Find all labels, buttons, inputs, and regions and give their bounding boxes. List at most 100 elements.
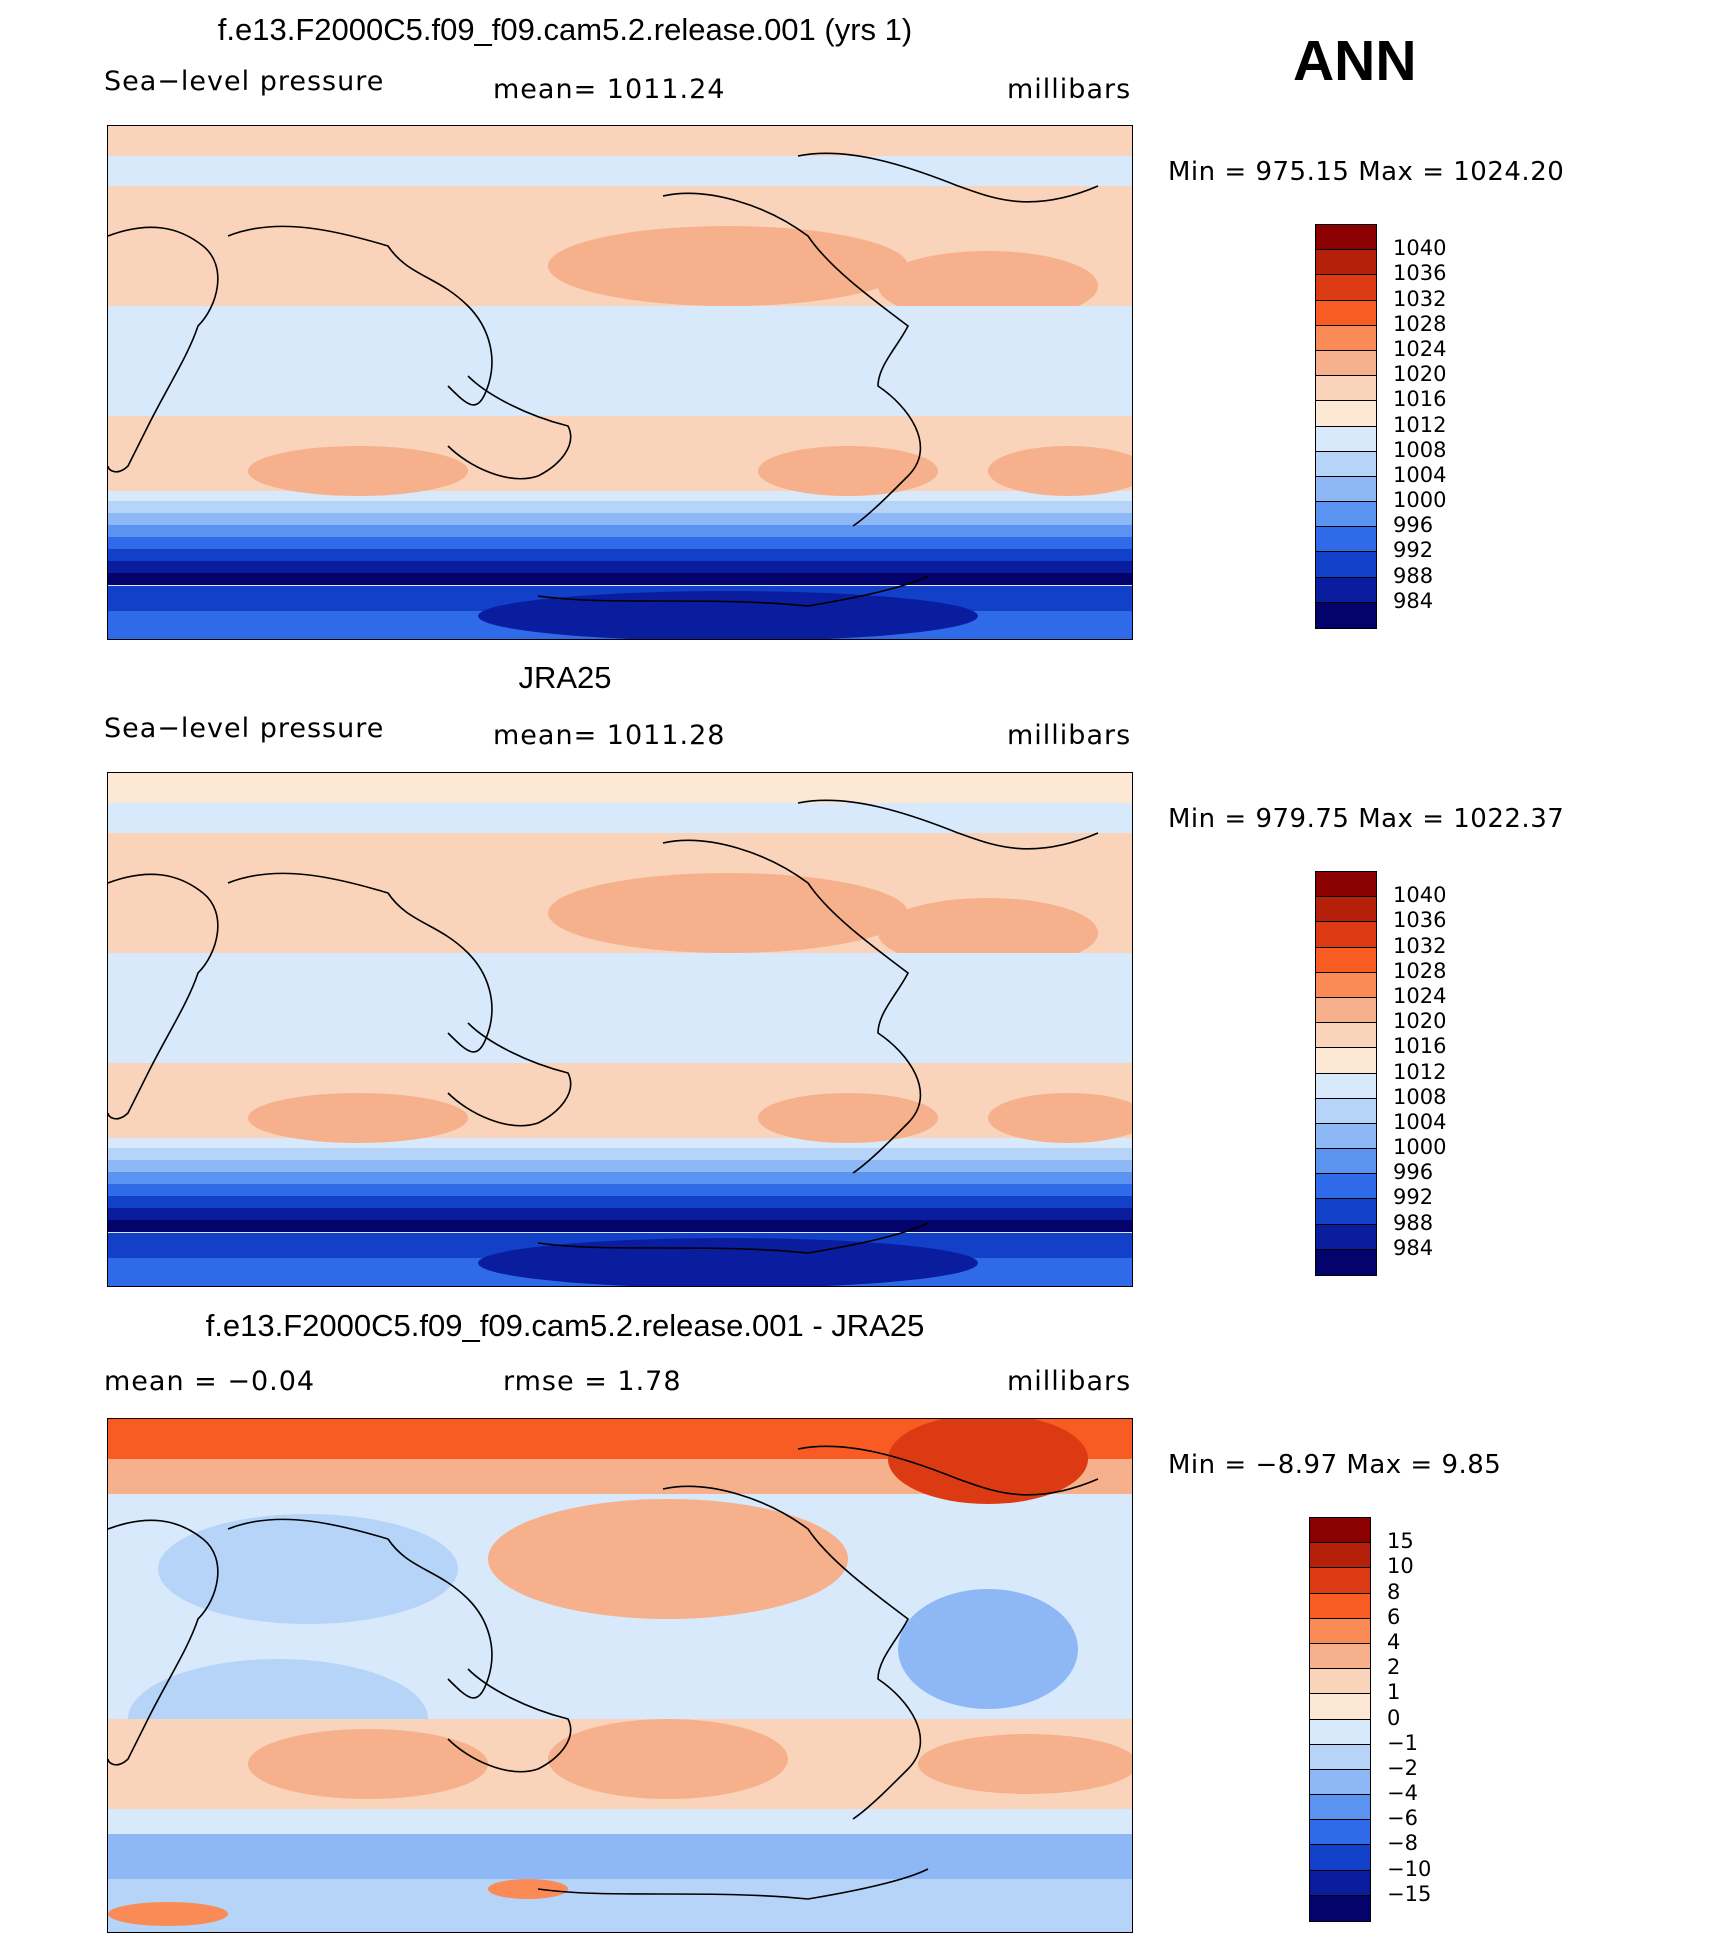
panel-1-contour-field — [108, 126, 1132, 639]
colorbar-swatch — [1310, 1543, 1370, 1569]
colorbar-tick-label: 1036 — [1393, 908, 1447, 933]
colorbar-swatch — [1316, 527, 1376, 553]
colorbar-tick-label: 1004 — [1393, 1109, 1447, 1134]
colorbar-swatch — [1316, 1174, 1376, 1200]
colorbar-swatch — [1310, 1669, 1370, 1695]
colorbar-swatch — [1316, 225, 1376, 251]
colorbar-tick-label: 1008 — [1393, 437, 1447, 462]
colorbar-tick-label: 1028 — [1393, 958, 1447, 983]
colorbar-swatch — [1316, 275, 1376, 301]
colorbar-swatch — [1316, 552, 1376, 578]
colorbar-swatch — [1316, 947, 1376, 973]
colorbar-swatch — [1316, 476, 1376, 503]
colorbar-tick-label: 1000 — [1393, 488, 1447, 513]
colorbar-swatch — [1316, 426, 1376, 452]
colorbar-swatch — [1316, 1073, 1376, 1099]
colorbar-tick-label: 1032 — [1393, 933, 1447, 958]
colorbar-swatch — [1316, 1023, 1376, 1049]
colorbar-swatch — [1310, 1769, 1370, 1796]
panel-1-minmax: Min = 975.15 Max = 1024.20 — [1168, 157, 1565, 187]
colorbar-swatch — [1310, 1694, 1370, 1720]
panel-2-units-label: millibars — [1007, 720, 1132, 751]
colorbar-tick-label: −2 — [1387, 1755, 1418, 1780]
colorbar-swatch — [1316, 1199, 1376, 1225]
panel-3-contour-field — [108, 1419, 1132, 1932]
panel-2-mean-label: mean= 1011.28 — [493, 720, 726, 751]
colorbar-swatch — [1316, 922, 1376, 948]
colorbar-swatch — [1316, 401, 1376, 427]
panel-1-mean-label: mean= 1011.24 — [493, 74, 726, 105]
panel-2-title: JRA25 — [518, 660, 612, 695]
colorbar-tick-label: 1032 — [1393, 286, 1447, 311]
colorbar-tick-label: 1016 — [1393, 387, 1447, 412]
colorbar-tick-label: 1004 — [1393, 462, 1447, 487]
panel-1-title: f.e13.F2000C5.f09_f09.cam5.2.release.001… — [217, 12, 913, 47]
colorbar-tick-label: 1036 — [1393, 261, 1447, 286]
colorbar-swatch — [1316, 1224, 1376, 1250]
colorbar-tick-label: 1020 — [1393, 362, 1447, 387]
panel-2-minmax: Min = 979.75 Max = 1022.37 — [1168, 804, 1565, 834]
panel-3-units-label: millibars — [1007, 1366, 1132, 1397]
colorbar-swatch — [1316, 897, 1376, 923]
colorbar-tick-label: 996 — [1393, 1160, 1434, 1185]
colorbar-tick-label: 1040 — [1393, 883, 1447, 908]
colorbar-swatch — [1310, 1593, 1370, 1619]
colorbar-swatch — [1310, 1643, 1370, 1670]
colorbar-swatch — [1310, 1719, 1370, 1745]
colorbar-tick-label: −8 — [1387, 1831, 1418, 1856]
colorbar-swatch — [1316, 1123, 1376, 1150]
colorbar-tick-label: 6 — [1387, 1604, 1401, 1629]
colorbar-tick-label: 1012 — [1393, 412, 1447, 437]
panel-2-map — [107, 772, 1133, 1287]
colorbar-tick-label: 0 — [1387, 1705, 1401, 1730]
colorbar-tick-label: 992 — [1393, 1185, 1434, 1210]
colorbar-swatch — [1316, 1048, 1376, 1074]
colorbar-tick-label: 988 — [1393, 1210, 1434, 1235]
colorbar-tick-label: 1016 — [1393, 1034, 1447, 1059]
colorbar-tick-label: 1024 — [1393, 336, 1447, 361]
colorbar-swatch — [1316, 577, 1376, 603]
panel-1-variable-label: Sea−level pressure — [104, 66, 385, 97]
colorbar-tick-label: 1000 — [1393, 1135, 1447, 1160]
colorbar-tick-label: 988 — [1393, 563, 1434, 588]
panel-3-colorbar — [1309, 1517, 1371, 1922]
colorbar-swatch — [1310, 1820, 1370, 1846]
panel-1-map — [107, 125, 1133, 640]
colorbar-tick-label: 1020 — [1393, 1009, 1447, 1034]
colorbar-swatch — [1316, 250, 1376, 276]
colorbar-tick-label: 1 — [1387, 1680, 1401, 1705]
colorbar-tick-label: −10 — [1387, 1856, 1432, 1881]
panel-3-map — [107, 1418, 1133, 1933]
panel-2-colorbar — [1315, 871, 1377, 1276]
colorbar-swatch — [1316, 376, 1376, 402]
colorbar-tick-label: 15 — [1387, 1529, 1414, 1554]
colorbar-swatch — [1316, 1098, 1376, 1124]
colorbar-tick-label: −1 — [1387, 1730, 1418, 1755]
panel-3-title: f.e13.F2000C5.f09_f09.cam5.2.release.001… — [205, 1308, 925, 1343]
colorbar-tick-label: 4 — [1387, 1629, 1401, 1654]
panel-3-mean-label: mean = −0.04 — [104, 1366, 316, 1397]
colorbar-swatch — [1310, 1518, 1370, 1544]
colorbar-swatch — [1316, 451, 1376, 477]
colorbar-tick-label: 10 — [1387, 1554, 1414, 1579]
panel-1-colorbar — [1315, 224, 1377, 629]
panel-2-variable-label: Sea−level pressure — [104, 713, 385, 744]
colorbar-tick-label: 2 — [1387, 1655, 1401, 1680]
colorbar-tick-label: 984 — [1393, 1235, 1434, 1260]
colorbar-tick-label: 984 — [1393, 588, 1434, 613]
colorbar-tick-label: 1024 — [1393, 983, 1447, 1008]
colorbar-swatch — [1310, 1568, 1370, 1594]
colorbar-swatch — [1310, 1870, 1370, 1896]
colorbar-swatch — [1310, 1895, 1370, 1921]
colorbar-swatch — [1316, 300, 1376, 326]
colorbar-tick-label: 992 — [1393, 538, 1434, 563]
colorbar-swatch — [1316, 997, 1376, 1024]
colorbar-swatch — [1316, 325, 1376, 351]
colorbar-tick-label: 1040 — [1393, 236, 1447, 261]
colorbar-tick-label: 1012 — [1393, 1059, 1447, 1084]
colorbar-swatch — [1316, 872, 1376, 898]
colorbar-tick-label: −15 — [1387, 1881, 1432, 1906]
colorbar-swatch — [1310, 1845, 1370, 1871]
colorbar-swatch — [1316, 602, 1376, 628]
colorbar-tick-label: 8 — [1387, 1579, 1401, 1604]
